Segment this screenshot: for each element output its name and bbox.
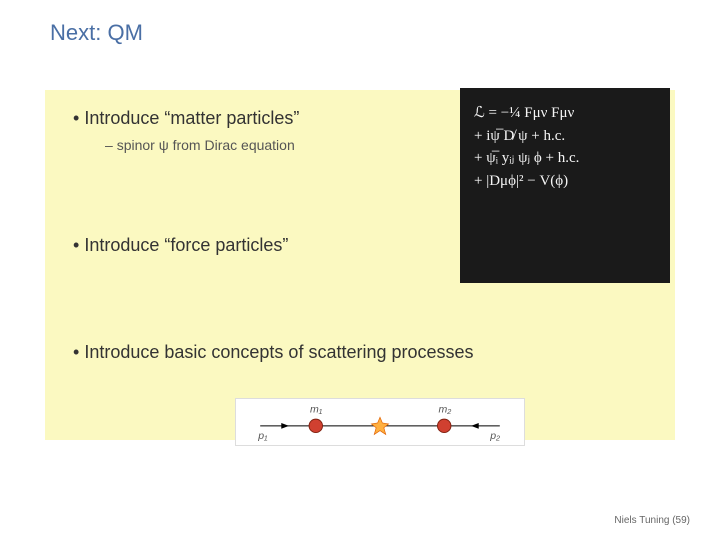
label-m2: m₂: [438, 403, 451, 415]
slide-footer: Niels Tuning (59): [614, 515, 690, 526]
lagrangian-line-4: + |Dμϕ|² − V(ϕ): [474, 170, 660, 193]
feynman-svg: p₁ m₁ m₂ p₂: [236, 399, 524, 445]
bullet-scattering: Introduce basic concepts of scattering p…: [73, 342, 657, 363]
slide-title: Next: QM: [50, 20, 143, 46]
label-m1: m₁: [310, 403, 323, 415]
label-p1: p₁: [257, 430, 268, 442]
lagrangian-line-3: + ψ̅ᵢ yᵢⱼ ψⱼ ϕ + h.c.: [474, 147, 660, 170]
lagrangian-equation-image: ℒ = −¼ Fμν Fμν + iψ̅ D̸ ψ + h.c. + ψ̅ᵢ y…: [460, 88, 670, 283]
feynman-diagram: p₁ m₁ m₂ p₂: [235, 398, 525, 446]
lagrangian-line-1: ℒ = −¼ Fμν Fμν: [474, 102, 660, 125]
lagrangian-line-2: + iψ̅ D̸ ψ + h.c.: [474, 125, 660, 148]
label-p2: p₂: [489, 430, 500, 442]
